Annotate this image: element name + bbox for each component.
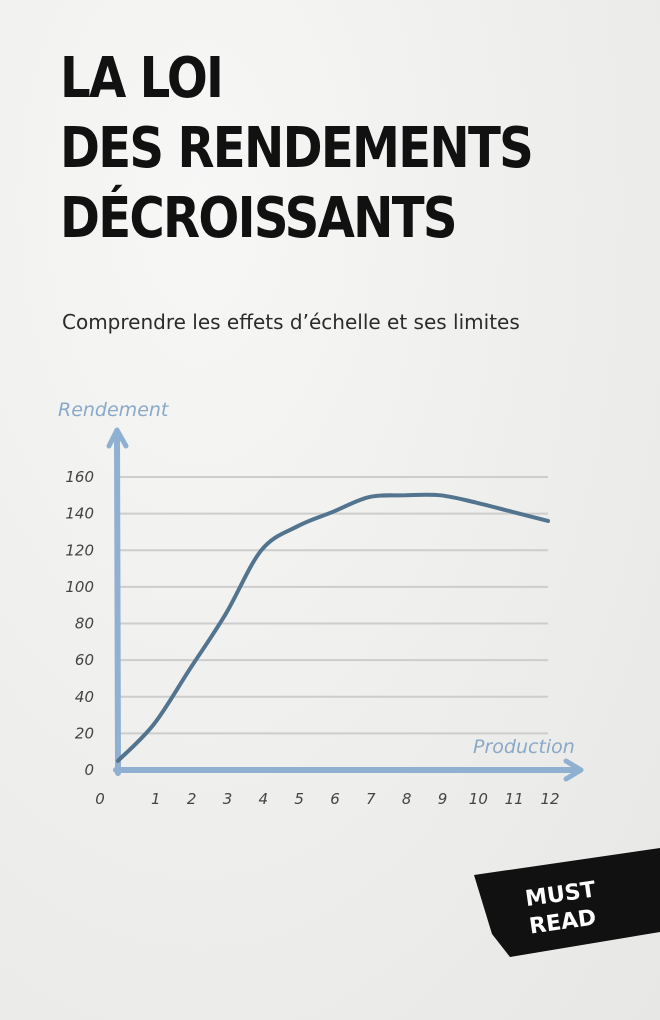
y-axis-title: Rendement — [58, 399, 170, 421]
series-line — [116, 492, 550, 763]
x-tick-label: 1 — [151, 790, 161, 808]
book-subtitle: Comprendre les effets d’échelle et ses l… — [62, 310, 520, 334]
x-tick-label: 5 — [294, 790, 304, 808]
y-axis-line — [114, 429, 121, 776]
x-tick-label: 12 — [540, 790, 559, 808]
x-tick-label: 7 — [366, 790, 376, 808]
x-axis-title: Production — [473, 736, 575, 758]
title-line-2: DES RENDEMENTS — [60, 116, 534, 181]
x-tick-label: 3 — [223, 790, 233, 808]
x-tick-label: 8 — [402, 790, 412, 808]
y-tick-label: 40 — [75, 688, 94, 706]
axes — [106, 427, 584, 782]
y-tick-label: 140 — [65, 505, 94, 523]
title-line-3: DÉCROISSANTS — [60, 186, 458, 251]
y-tick-label: 100 — [65, 578, 94, 596]
y-tick-label: 20 — [75, 724, 94, 742]
y-tick-label: 60 — [75, 651, 94, 669]
x-tick-label: 6 — [330, 790, 340, 808]
badge-ribbon — [474, 848, 660, 957]
x-tick-label: 2 — [187, 790, 197, 808]
y-tick-label: 0 — [84, 761, 94, 779]
x-tick-label: 0 — [95, 790, 105, 808]
book-title: LA LOI DES RENDEMENTS DÉCROISSANTS — [60, 44, 534, 254]
y-tick-label: 160 — [65, 468, 94, 486]
x-tick-label: 4 — [259, 790, 269, 808]
y-axis-arrow — [106, 427, 129, 449]
y-tick-label: 80 — [75, 615, 94, 633]
grid-lines — [118, 476, 548, 735]
x-tick-label: 9 — [438, 790, 448, 808]
x-axis-arrow — [563, 758, 584, 782]
y-tick-label: 120 — [65, 541, 94, 559]
x-tick-label: 10 — [469, 790, 488, 808]
title-line-1: LA LOI — [60, 46, 224, 111]
x-tick-label: 11 — [505, 790, 524, 808]
curve-layer — [116, 492, 550, 763]
